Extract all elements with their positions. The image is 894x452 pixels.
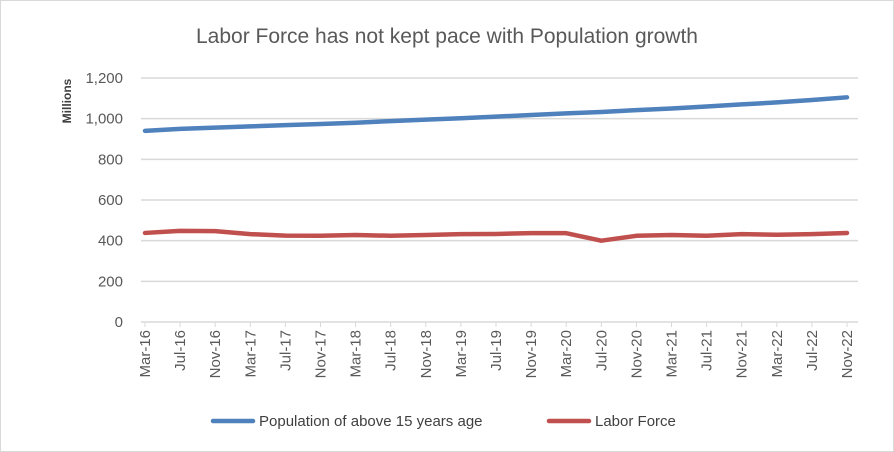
series-line-labor-force — [142, 228, 850, 243]
x-tick-label: Nov-16 — [207, 330, 224, 378]
x-tick-label: Mar-16 — [137, 330, 154, 378]
legend-label: Labor Force — [595, 413, 676, 430]
legend-label: Population of above 15 years age — [259, 413, 483, 430]
y-tick-label: 1,200 — [85, 70, 123, 87]
y-tick-label: 200 — [98, 273, 123, 290]
chart-title: Labor Force has not kept pace with Popul… — [196, 25, 698, 48]
x-tick-label: Jul-17 — [277, 330, 294, 371]
y-tick-label: 0 — [115, 314, 123, 331]
y-tick-label: 1,000 — [85, 111, 123, 128]
y-tick-label: 400 — [98, 233, 123, 250]
x-tick-label: Jul-21 — [699, 330, 716, 371]
legend-item: Population of above 15 years age — [210, 413, 483, 430]
legend-item: Labor Force — [546, 413, 676, 430]
x-tick-label: Jul-20 — [593, 330, 610, 371]
x-tick-label: Nov-22 — [839, 330, 856, 378]
y-axis-label: Millions — [60, 78, 74, 123]
x-tick-label: Nov-17 — [313, 330, 330, 378]
x-tick-label: Nov-19 — [523, 330, 540, 378]
x-tick-label: Mar-20 — [558, 330, 575, 378]
x-tick-label: Mar-19 — [453, 330, 470, 378]
y-tick-label: 800 — [98, 151, 123, 168]
x-tick-label: Nov-20 — [628, 330, 645, 378]
x-tick-label: Mar-21 — [664, 330, 681, 378]
x-tick-label: Nov-21 — [734, 330, 751, 378]
x-tick-label: Jul-18 — [383, 330, 400, 371]
y-tick-label: 600 — [98, 192, 123, 209]
x-tick-label: Jul-16 — [172, 330, 189, 371]
x-tick-label: Jul-19 — [488, 330, 505, 371]
x-tick-label: Mar-17 — [242, 330, 259, 378]
x-tick-label: Mar-22 — [769, 330, 786, 378]
x-tick-label: Jul-22 — [804, 330, 821, 371]
x-tick-label: Nov-18 — [418, 330, 435, 378]
x-tick-label: Mar-18 — [348, 330, 365, 378]
series-line-population — [142, 95, 850, 134]
